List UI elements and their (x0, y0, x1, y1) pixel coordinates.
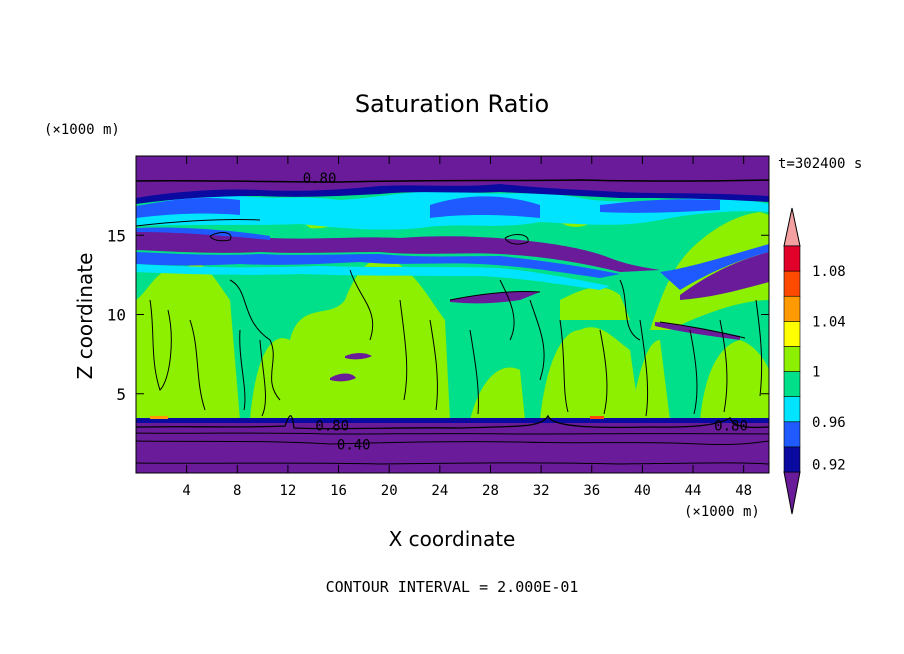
contour-lines (136, 179, 769, 465)
colorbar-swatch (783, 295, 801, 322)
colorbar-bottom-arrow (783, 471, 801, 515)
upper-dry-tongue (136, 229, 769, 382)
y-axis-label: Z coordinate (73, 253, 97, 380)
colorbar-swatch (783, 245, 801, 272)
contour-label: 0.40 (337, 437, 371, 453)
plot-area: 0.80 0.80 0.40 0.80 (136, 156, 769, 473)
colorbar-swatch (783, 321, 801, 347)
y-tick-label: 15 (107, 226, 126, 245)
colorbar-tick-label: 0.92 (812, 457, 846, 473)
colorbar-tick-label: 0.96 (812, 415, 846, 431)
chart-title: Saturation Ratio (355, 90, 549, 118)
colorbar: 0.92 0.96 1 1.04 1.08 (783, 207, 846, 515)
y-tick-label: 10 (107, 306, 126, 325)
x-tick-label: 40 (634, 483, 651, 499)
top-dry-fringe (136, 184, 769, 204)
x-tick-label: 36 (583, 483, 600, 499)
x-tick-label: 32 (533, 483, 550, 499)
contour-interval-footer: CONTOUR INTERVAL = 2.000E-01 (326, 578, 579, 596)
x-tick-label: 4 (182, 483, 190, 499)
upper-moist-fringe (136, 227, 769, 290)
colorbar-swatch (783, 446, 801, 473)
x-axis-label: X coordinate (389, 527, 516, 551)
x-tick-label: 48 (735, 483, 752, 499)
contour-label: 0.80 (714, 418, 748, 434)
colorbar-swatch (783, 421, 801, 448)
y-tick-label: 5 (116, 385, 126, 404)
top-dry-layer (136, 156, 769, 202)
contour-label: 0.80 (303, 171, 337, 187)
x-tick-label: 8 (233, 483, 241, 499)
y-unit-label: (×1000 m) (44, 122, 120, 138)
lower-dry-fringe (136, 418, 769, 423)
x-tick-label: 16 (330, 483, 347, 499)
x-tick-label: 20 (381, 483, 398, 499)
x-tick-label: 28 (482, 483, 499, 499)
x-tick-label: 12 (279, 483, 296, 499)
hotspot-b (590, 416, 604, 419)
colorbar-swatch (783, 396, 801, 423)
colorbar-tick-label: 1.04 (812, 314, 846, 330)
contour-labels: 0.80 0.80 0.40 0.80 (303, 171, 748, 453)
colorbar-swatch (783, 346, 801, 372)
upper-moist-band (136, 191, 769, 230)
hotspot-a (150, 416, 168, 419)
x-tick-label: 44 (685, 483, 702, 499)
time-label: t=302400 s (778, 156, 862, 172)
upper-moist-fringe-light (136, 264, 610, 290)
colorbar-tick-label: 1.08 (812, 264, 846, 280)
x-unit-label: (×1000 m) (684, 504, 760, 520)
colorbar-top-arrow (783, 207, 801, 247)
y-axis-ticks: 5 10 15 (107, 226, 769, 404)
colorbar-swatch (783, 270, 801, 297)
colorbar-swatch (783, 371, 801, 397)
colorbar-tick-label: 1 (812, 365, 820, 381)
x-axis-ticks: 4 8 12 16 20 24 28 32 36 40 44 48 (182, 156, 752, 499)
x-tick-label: 24 (431, 483, 448, 499)
contour-label: 0.80 (315, 418, 349, 434)
